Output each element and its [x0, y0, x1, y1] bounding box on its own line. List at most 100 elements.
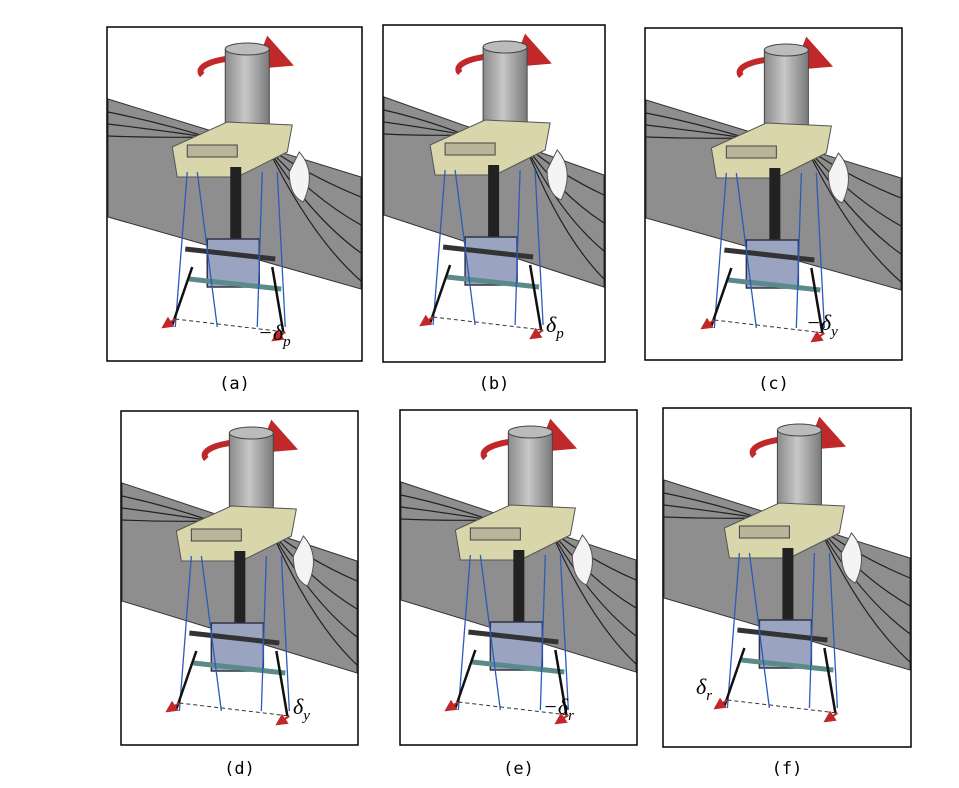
motor-top [482, 40, 528, 54]
leg [428, 264, 452, 324]
deflection-symbol: −δ [806, 310, 832, 335]
leg [171, 266, 194, 326]
deflection-arrow [275, 713, 290, 726]
deflection-label: −δp [258, 320, 291, 350]
tendon [196, 171, 218, 328]
tendon [479, 554, 501, 711]
motor-top [776, 423, 822, 437]
leg [823, 647, 837, 714]
crossbar [468, 629, 559, 645]
leg [175, 650, 198, 710]
motor-top [228, 426, 274, 440]
baseline [175, 318, 286, 333]
deflection-symbol: δ [696, 674, 707, 699]
tendon [748, 552, 771, 709]
wing-vein [266, 146, 362, 282]
gear [186, 144, 238, 158]
tendon [808, 552, 816, 709]
tendon [735, 172, 757, 329]
panel: δr (f) [662, 407, 912, 779]
deflection-arrow [700, 317, 715, 330]
panel: δp (b) [382, 24, 606, 394]
leg [810, 267, 824, 334]
deflection-arrow [713, 697, 728, 710]
motor-top [763, 43, 809, 57]
crossbar [446, 274, 540, 290]
baseline [727, 699, 838, 714]
shaft [513, 550, 525, 640]
baseline [433, 316, 544, 331]
deflection-label: δr [696, 674, 712, 704]
wing-vein [805, 147, 902, 227]
baseline [458, 701, 569, 716]
tendon [276, 171, 286, 328]
shaft [234, 551, 246, 641]
deflection-arrow [529, 327, 544, 340]
tendon [454, 169, 476, 326]
wing-vein [270, 530, 358, 666]
tendon [260, 555, 267, 712]
flap [571, 534, 593, 586]
deflection-subscript: r [706, 688, 712, 704]
crossbar [189, 630, 280, 646]
deflection-label: −δy [806, 310, 838, 340]
panel-caption: (b) [479, 374, 510, 394]
panel: −δy (c) [644, 27, 903, 394]
crossbar [728, 277, 821, 293]
deflection-arrow [823, 710, 838, 723]
crossbar [724, 247, 815, 263]
tendon [178, 555, 192, 712]
crossbar [442, 244, 534, 260]
panel: −δr (e) [399, 409, 638, 779]
crossbar [472, 659, 565, 675]
deflection-arrow [419, 314, 434, 327]
crossbar [737, 627, 828, 643]
panel: −δp (a) [106, 26, 363, 394]
deflection-label: δp [546, 312, 564, 342]
wing-vein [645, 112, 747, 139]
leg [454, 649, 477, 709]
deflection-label: −δr [543, 694, 574, 724]
wing-vein [549, 529, 637, 637]
flap [546, 149, 568, 201]
tendon [815, 172, 825, 329]
tendon [726, 552, 741, 709]
cube [464, 236, 518, 286]
crossbar [184, 246, 276, 262]
deflection-arrow [161, 316, 176, 329]
panel-caption: (f) [772, 759, 803, 779]
motor-top [224, 42, 270, 56]
shaft [230, 167, 242, 257]
illustration [663, 416, 911, 723]
flap [827, 152, 849, 204]
panel-caption: (c) [758, 374, 789, 394]
deflection-arrow [165, 700, 180, 713]
deflection-arrow [444, 699, 459, 712]
deflection-symbol: δ [293, 694, 304, 719]
tendon [174, 171, 188, 328]
deflection-symbol: δ [546, 312, 557, 337]
motor-top [507, 425, 553, 439]
leg [528, 264, 543, 331]
tendon [256, 171, 263, 328]
tendon [432, 169, 446, 326]
wing-vein [818, 527, 911, 663]
deflection-subscript: y [829, 324, 838, 340]
deflection-symbol: −δ [258, 320, 284, 345]
tendon [828, 552, 839, 709]
wing-vein [400, 494, 491, 521]
cube [758, 619, 813, 669]
flap [288, 151, 310, 203]
deflection-arrow [810, 330, 825, 343]
deflection-subscript: y [301, 708, 310, 724]
wing-vein [107, 111, 208, 138]
tendon [795, 172, 802, 329]
gear [725, 145, 777, 159]
wing-vein [524, 144, 605, 252]
tendon [713, 172, 727, 329]
flap [840, 532, 862, 584]
crossbar [193, 660, 286, 676]
leg [271, 266, 285, 333]
illustration [400, 418, 637, 725]
